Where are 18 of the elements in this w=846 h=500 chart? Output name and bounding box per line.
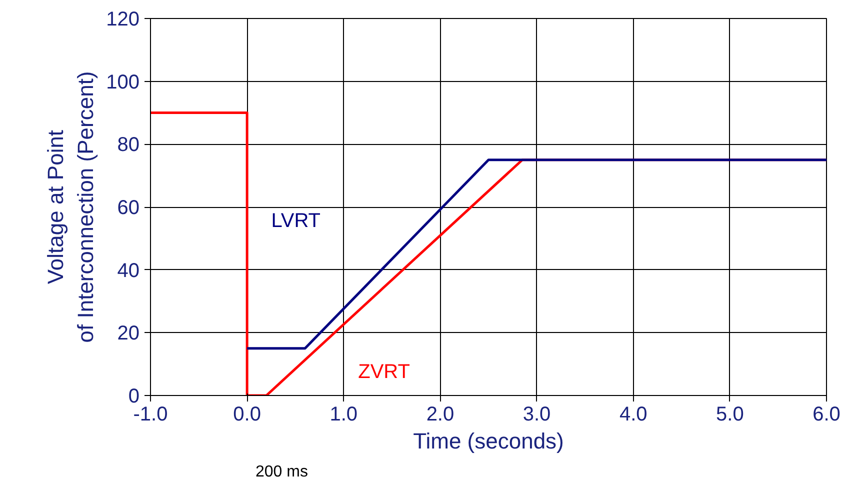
x-tick-label: 0.0 [233,404,261,426]
x-tick-label: 2.0 [426,404,454,426]
text: 200 ms [256,464,308,480]
x-tick-label: 5.0 [716,404,744,426]
x-axis-title: Time (seconds) [413,428,564,454]
y-tick-label: 40 [117,260,140,282]
x-tick-label: 6.0 [812,404,840,426]
x-tick-label: 3.0 [522,404,551,426]
y-tick-label: 100 [106,71,140,94]
y-axis-title: Voltage at Point of Interconnection (Percent) [43,71,98,343]
series-label: ZVRT [358,360,410,383]
y-tick-label: 60 [117,197,140,219]
y-tick-label: 80 [117,134,140,156]
x-tick-label: 1.0 [330,404,358,426]
x-tick-label: 4.0 [619,404,648,426]
y-tick-label: 120 [106,8,140,30]
y-tick-label: 20 [117,322,140,345]
text: LVRT [271,210,320,232]
